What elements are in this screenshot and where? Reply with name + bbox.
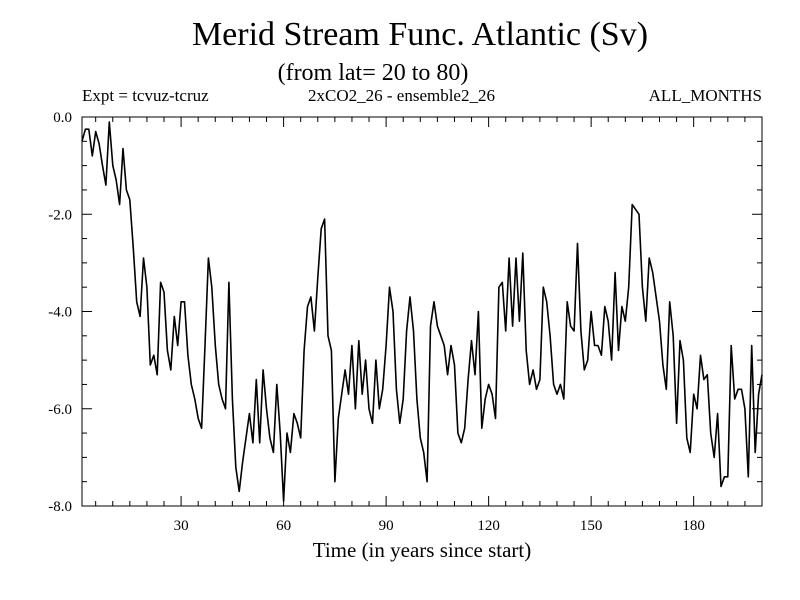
experiment-label: Expt = tcvuz-tcruz: [82, 86, 209, 105]
chart-title: Merid Stream Func. Atlantic (Sv): [191, 16, 649, 53]
y-tick-label: -6.0: [48, 402, 72, 418]
x-tick-label: 90: [379, 518, 394, 534]
y-tick-label: -4.0: [48, 305, 72, 321]
series-group: [81, 121, 763, 502]
period-label: ALL_MONTHS: [648, 86, 762, 105]
x-tick-label: 30: [174, 518, 189, 534]
y-tick-label: 0.0: [53, 110, 72, 126]
y-tick-label: -2.0: [48, 207, 72, 223]
series-line: [81, 121, 763, 502]
x-axis-label: Time (in years since start): [312, 538, 532, 562]
axis-ticks: [82, 116, 762, 507]
chart-subtitle: (from lat= 20 to 80): [277, 60, 469, 86]
x-tick-label: 120: [477, 518, 500, 534]
x-tick-label: 60: [276, 518, 291, 534]
run-label: 2xCO2_26 - ensemble2_26: [308, 86, 495, 105]
x-tick-label: 180: [682, 518, 705, 534]
axis-tick-labels: 30 60 90 120 150 180 0.0 -2.0 -4.0 -6.0 -8.0: [48, 110, 705, 534]
x-tick-label: 150: [580, 518, 603, 534]
y-tick-label: -8.0: [48, 499, 72, 515]
